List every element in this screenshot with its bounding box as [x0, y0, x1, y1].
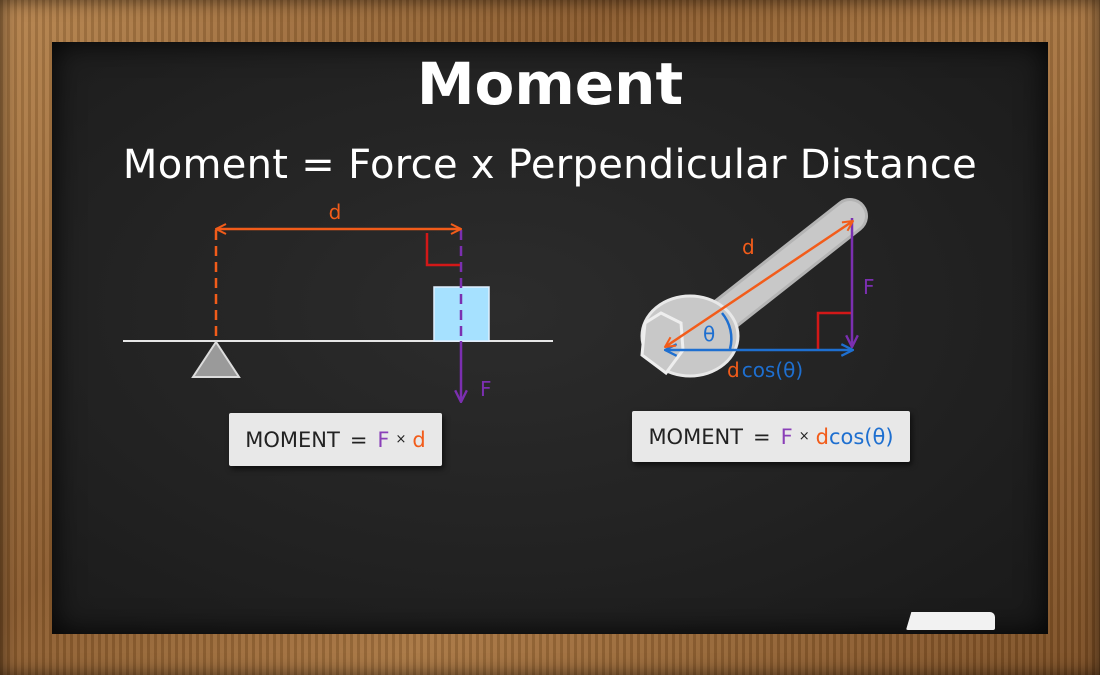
chalk-piece [906, 612, 995, 630]
formula-equals: = [349, 427, 368, 452]
distance-label-2: d [742, 235, 755, 259]
fulcrum [191, 340, 241, 378]
formula-distance: d [412, 427, 426, 452]
formula-card-wrench: MOMENT = F × d cos(θ) [632, 411, 910, 462]
projection-label: d cos(θ) [727, 358, 803, 382]
chalkboard [52, 42, 1048, 634]
page-title: Moment [416, 50, 684, 118]
formula-cos: cos(θ) [828, 424, 894, 449]
distance-arrow-2 [665, 221, 853, 347]
angle-arc [721, 312, 733, 350]
formula-force: F [377, 427, 390, 452]
formula-force: F [780, 424, 793, 449]
force-label: F [480, 377, 492, 401]
force-label-2: F [863, 275, 875, 299]
distance-label: d [329, 200, 342, 224]
formula-prefix: MOMENT [245, 427, 340, 452]
lever-diagram: d F [123, 200, 553, 402]
formula-equals: = [753, 424, 771, 449]
formula-distance: d [815, 424, 829, 449]
right-angle-marker-2 [816, 311, 851, 349]
angle-label: θ [703, 322, 715, 346]
moment-definition: Moment = Force x Perpendicular Distance [122, 142, 978, 188]
wrench-diagram: θ d F d cos(θ) [640, 198, 875, 382]
formula-times: × [395, 432, 407, 447]
formula-card-lever: MOMENT = F × d [229, 413, 442, 466]
right-angle-marker [425, 233, 460, 267]
formula-prefix: MOMENT [648, 424, 744, 449]
formula-times: × [798, 429, 810, 444]
